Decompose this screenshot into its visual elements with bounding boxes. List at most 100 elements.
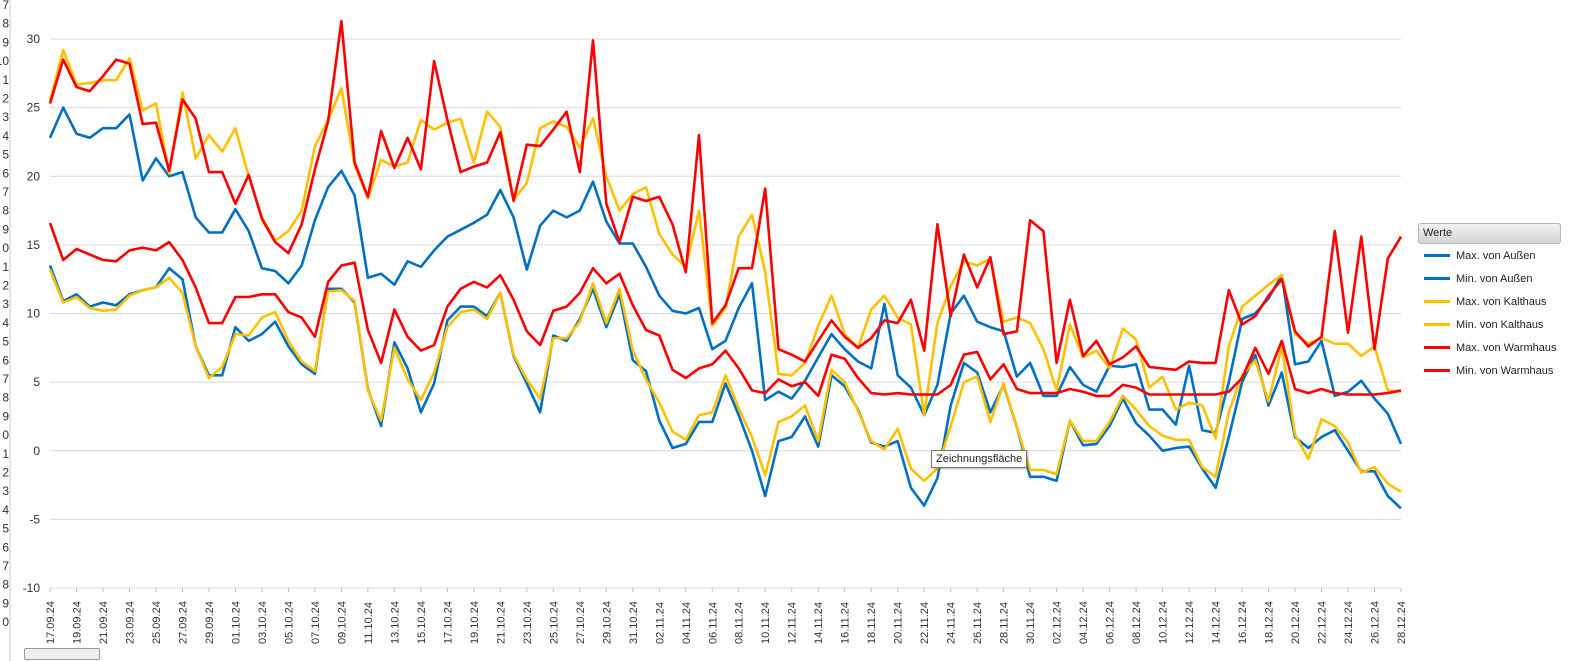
gridlines — [50, 38, 1401, 589]
x-tick-label: 20.11.24 — [893, 602, 905, 644]
x-tick-label: 18.11.24 — [866, 602, 878, 644]
row-number: 9 — [2, 596, 9, 610]
x-tick-label: 13.10.24 — [389, 601, 401, 644]
row-number: 3 — [2, 110, 9, 124]
legend-item[interactable]: Min. von Kalthaus — [1418, 313, 1561, 336]
x-tick-label: 07.10.24 — [310, 601, 322, 644]
row-number: 7 — [2, 372, 9, 386]
row-number: 9 — [2, 409, 9, 423]
row-number: 4 — [2, 503, 9, 517]
y-tick-label: 0 — [33, 444, 40, 458]
y-tick-label: 15 — [27, 238, 41, 252]
row-number: 1 — [2, 260, 9, 274]
row-number: 0 — [2, 615, 9, 629]
row-number: 2 — [2, 279, 9, 293]
x-tick-label: 14.12.24 — [1211, 601, 1223, 644]
y-tick-label: 20 — [27, 169, 41, 183]
x-tick-label: 22.12.24 — [1317, 601, 1329, 644]
legend-label: Min. von Außen — [1456, 272, 1533, 285]
x-tick-label: 06.12.24 — [1105, 601, 1117, 644]
row-number: 3 — [2, 297, 9, 311]
x-tick-label: 23.10.24 — [522, 601, 534, 644]
row-number: 2 — [2, 92, 9, 106]
row-number: 8 — [2, 391, 9, 405]
legend-swatch — [1424, 254, 1450, 257]
x-tick-label: 24.12.24 — [1343, 601, 1355, 644]
series-line-2[interactable] — [48, 265, 1402, 510]
x-tick-label: 28.11.24 — [999, 602, 1011, 644]
x-tick-label: 22.11.24 — [919, 602, 931, 644]
x-tick-label: 21.09.24 — [98, 601, 110, 644]
row-number: 9 — [2, 35, 9, 49]
legend-item[interactable]: Max. von Warmhaus — [1418, 336, 1561, 359]
legend[interactable]: Werte Max. von Außen Min. von Außen Max. v… — [1418, 223, 1561, 382]
row-number: 10 — [0, 54, 9, 68]
x-tick-label: 31.10.24 — [628, 601, 640, 644]
x-tick-label: 08.11.24 — [734, 602, 746, 644]
tooltip: Zeichnungsfläche — [931, 450, 1028, 468]
y-tick-label: 25 — [27, 101, 41, 115]
row-number: 1 — [2, 73, 9, 87]
x-tick-label: 26.11.24 — [972, 602, 984, 644]
x-tick-label: 16.12.24 — [1237, 601, 1249, 644]
row-number: 4 — [2, 129, 9, 143]
x-tick-label: 29.09.24 — [204, 601, 216, 644]
legend-item[interactable]: Max. von Außen — [1418, 244, 1561, 267]
y-tick-label: 30 — [27, 32, 41, 46]
series-line-6[interactable] — [48, 222, 1402, 398]
legend-label: Min. von Warmhaus — [1456, 364, 1554, 377]
series-line-4[interactable] — [48, 269, 1402, 494]
legend-item[interactable]: Max. von Kalthaus — [1418, 290, 1561, 313]
row-number: 5 — [2, 148, 9, 162]
series-line-5[interactable] — [48, 19, 1403, 372]
x-tick-label: 17.09.24 — [45, 601, 57, 644]
x-tick-label: 10.11.24 — [760, 602, 772, 644]
x-tick-label: 15.10.24 — [416, 601, 428, 644]
x-tick-label: 02.11.24 — [654, 602, 666, 644]
x-tick-label: 03.10.24 — [257, 601, 269, 644]
x-tick-label: 09.10.24 — [336, 601, 348, 644]
legend-item[interactable]: Min. von Außen — [1418, 267, 1561, 290]
legend-label: Max. von Außen — [1456, 249, 1536, 262]
y-tick-label: -10 — [23, 581, 41, 595]
row-number: 8 — [2, 204, 9, 218]
legend-swatch — [1424, 323, 1450, 326]
sheet-tab-handle[interactable] — [24, 648, 100, 660]
legend-title[interactable]: Werte — [1418, 223, 1561, 244]
row-number: 4 — [2, 316, 9, 330]
x-axis: 17.09.24 19.09.24 21.09.24 23.09.24 25.09.24… — [45, 588, 1408, 644]
y-tick-label: 5 — [33, 375, 40, 389]
x-tick-label: 28.12.24 — [1396, 601, 1408, 644]
row-number: 0 — [2, 428, 9, 442]
legend-swatch — [1424, 277, 1450, 280]
row-number: 7 — [2, 0, 9, 12]
x-tick-label: 19.09.24 — [71, 601, 83, 644]
x-tick-label: 27.10.24 — [575, 601, 587, 644]
x-tick-label: 16.11.24 — [840, 602, 852, 644]
x-tick-label: 11.10.24 — [363, 602, 375, 644]
row-number: 7 — [2, 185, 9, 199]
x-tick-label: 20.12.24 — [1290, 601, 1302, 644]
x-tick-label: 19.10.24 — [469, 601, 481, 644]
row-number: 0 — [2, 241, 9, 255]
x-tick-label: 25.10.24 — [548, 601, 560, 644]
legend-label: Min. von Kalthaus — [1456, 318, 1544, 331]
series-line-1[interactable] — [48, 106, 1403, 445]
row-number: 6 — [2, 166, 9, 180]
legend-label: Max. von Kalthaus — [1456, 295, 1547, 308]
legend-swatch — [1424, 300, 1450, 303]
legend-items: Max. von Außen Min. von Außen Max. von Kal… — [1418, 244, 1561, 382]
plot-area[interactable] — [48, 19, 1403, 510]
row-number: 6 — [2, 540, 9, 554]
row-number: 2 — [2, 466, 9, 480]
x-tick-label: 30.11.24 — [1025, 602, 1037, 644]
legend-swatch — [1424, 369, 1450, 372]
x-tick-label: 23.09.24 — [124, 601, 136, 644]
row-number: 5 — [2, 335, 9, 349]
legend-item[interactable]: Min. von Warmhaus — [1418, 359, 1561, 382]
x-tick-label: 05.10.24 — [283, 601, 295, 644]
x-tick-label: 01.10.24 — [230, 601, 242, 644]
x-tick-label: 18.12.24 — [1264, 601, 1276, 644]
x-tick-label: 08.12.24 — [1131, 601, 1143, 644]
